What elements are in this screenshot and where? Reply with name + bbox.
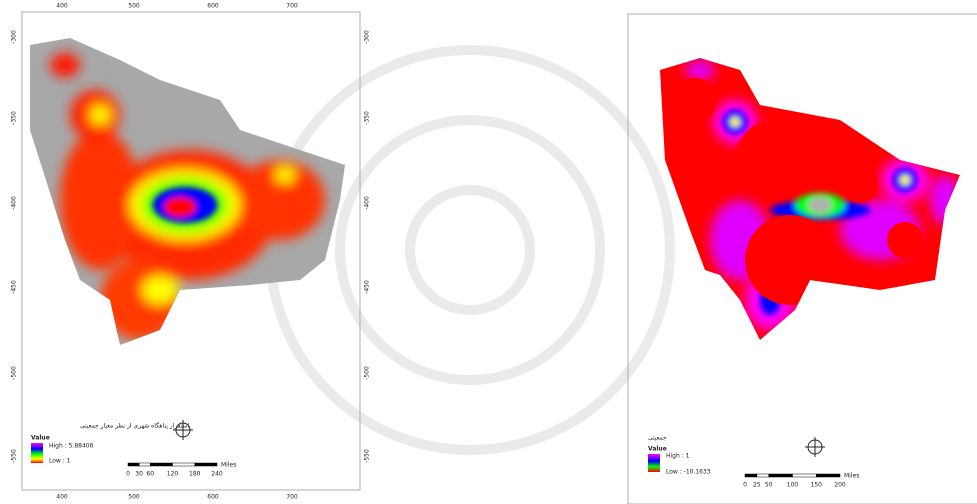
scale-unit: Miles <box>221 462 236 469</box>
scale-segment <box>194 462 218 467</box>
scale-label: 0 <box>126 471 130 478</box>
scale-bar: 0 30 60 120 180 240 Miles <box>126 462 236 478</box>
tick-label: -400 <box>364 196 371 210</box>
scale-segment <box>756 473 769 478</box>
legend-title: جمعیتی <box>648 435 667 442</box>
tick-label: -550 <box>11 449 18 463</box>
scale-bar: 0 25 50 100 150 200 Miles <box>743 473 859 489</box>
heatmap <box>30 38 345 345</box>
scale-label: 240 <box>211 471 223 478</box>
legend-value-label: Value <box>648 446 667 453</box>
tick-label: 500 <box>128 494 140 501</box>
tick-label: 400 <box>56 494 68 501</box>
scale-segment <box>744 473 758 478</box>
tick-label: 600 <box>207 3 219 10</box>
legend-low: Low : -10.1633 <box>666 469 711 476</box>
scale-segment <box>150 462 173 467</box>
tick-label: -350 <box>11 111 18 125</box>
right-map: جمعیتی Value High : 1 Low : -10.1633 0 25… <box>627 13 977 504</box>
tick-label: -300 <box>364 30 371 44</box>
scale-label: 0 <box>743 482 747 489</box>
map-frame <box>21 11 361 491</box>
tick-label: 700 <box>286 494 298 501</box>
legend-high: High : 1 <box>666 453 690 460</box>
scale-unit: Miles <box>844 473 859 480</box>
legend-title: استقرار پناهگاه شهری از نظر معیار جمعیتی <box>80 422 190 430</box>
scale-label: 50 <box>765 482 773 489</box>
legend-ramp <box>648 454 660 472</box>
tick-label: -500 <box>11 366 18 380</box>
tick-label: -400 <box>11 196 18 210</box>
scale-label: 60 <box>146 471 154 478</box>
scale-label: 200 <box>834 482 846 489</box>
heatmap <box>660 58 960 340</box>
tick-label: -550 <box>364 449 371 463</box>
legend-high: High : 5.88406 <box>49 443 94 450</box>
scale-segment <box>792 473 817 478</box>
compass <box>805 437 825 457</box>
scale-label: 180 <box>189 471 201 478</box>
tick-label: 700 <box>286 3 298 10</box>
scale-label: 25 <box>753 482 761 489</box>
legend-ramp <box>31 443 43 463</box>
tick-label: -300 <box>11 30 18 44</box>
scale-segment <box>816 473 841 478</box>
legend-low: Low : 1 <box>49 458 71 465</box>
map-frame <box>627 13 977 504</box>
tick-label: 400 <box>56 3 68 10</box>
scale-label: 120 <box>167 471 179 478</box>
scale-segment <box>138 462 151 467</box>
scale-segment <box>768 473 793 478</box>
tick-label: 500 <box>128 3 140 10</box>
compass <box>173 420 193 440</box>
scale-label: 100 <box>787 482 799 489</box>
tick-label: -450 <box>364 280 371 294</box>
legend-value-label: Value <box>31 435 50 442</box>
watermark <box>265 45 675 455</box>
scale-segment <box>172 462 195 467</box>
scale-segment <box>127 462 140 467</box>
tick-label: 600 <box>207 494 219 501</box>
scale-label: 30 <box>135 471 143 478</box>
tick-label: -450 <box>11 280 18 294</box>
scale-label: 150 <box>811 482 823 489</box>
tick-label: -500 <box>364 366 371 380</box>
tick-label: -350 <box>364 111 371 125</box>
